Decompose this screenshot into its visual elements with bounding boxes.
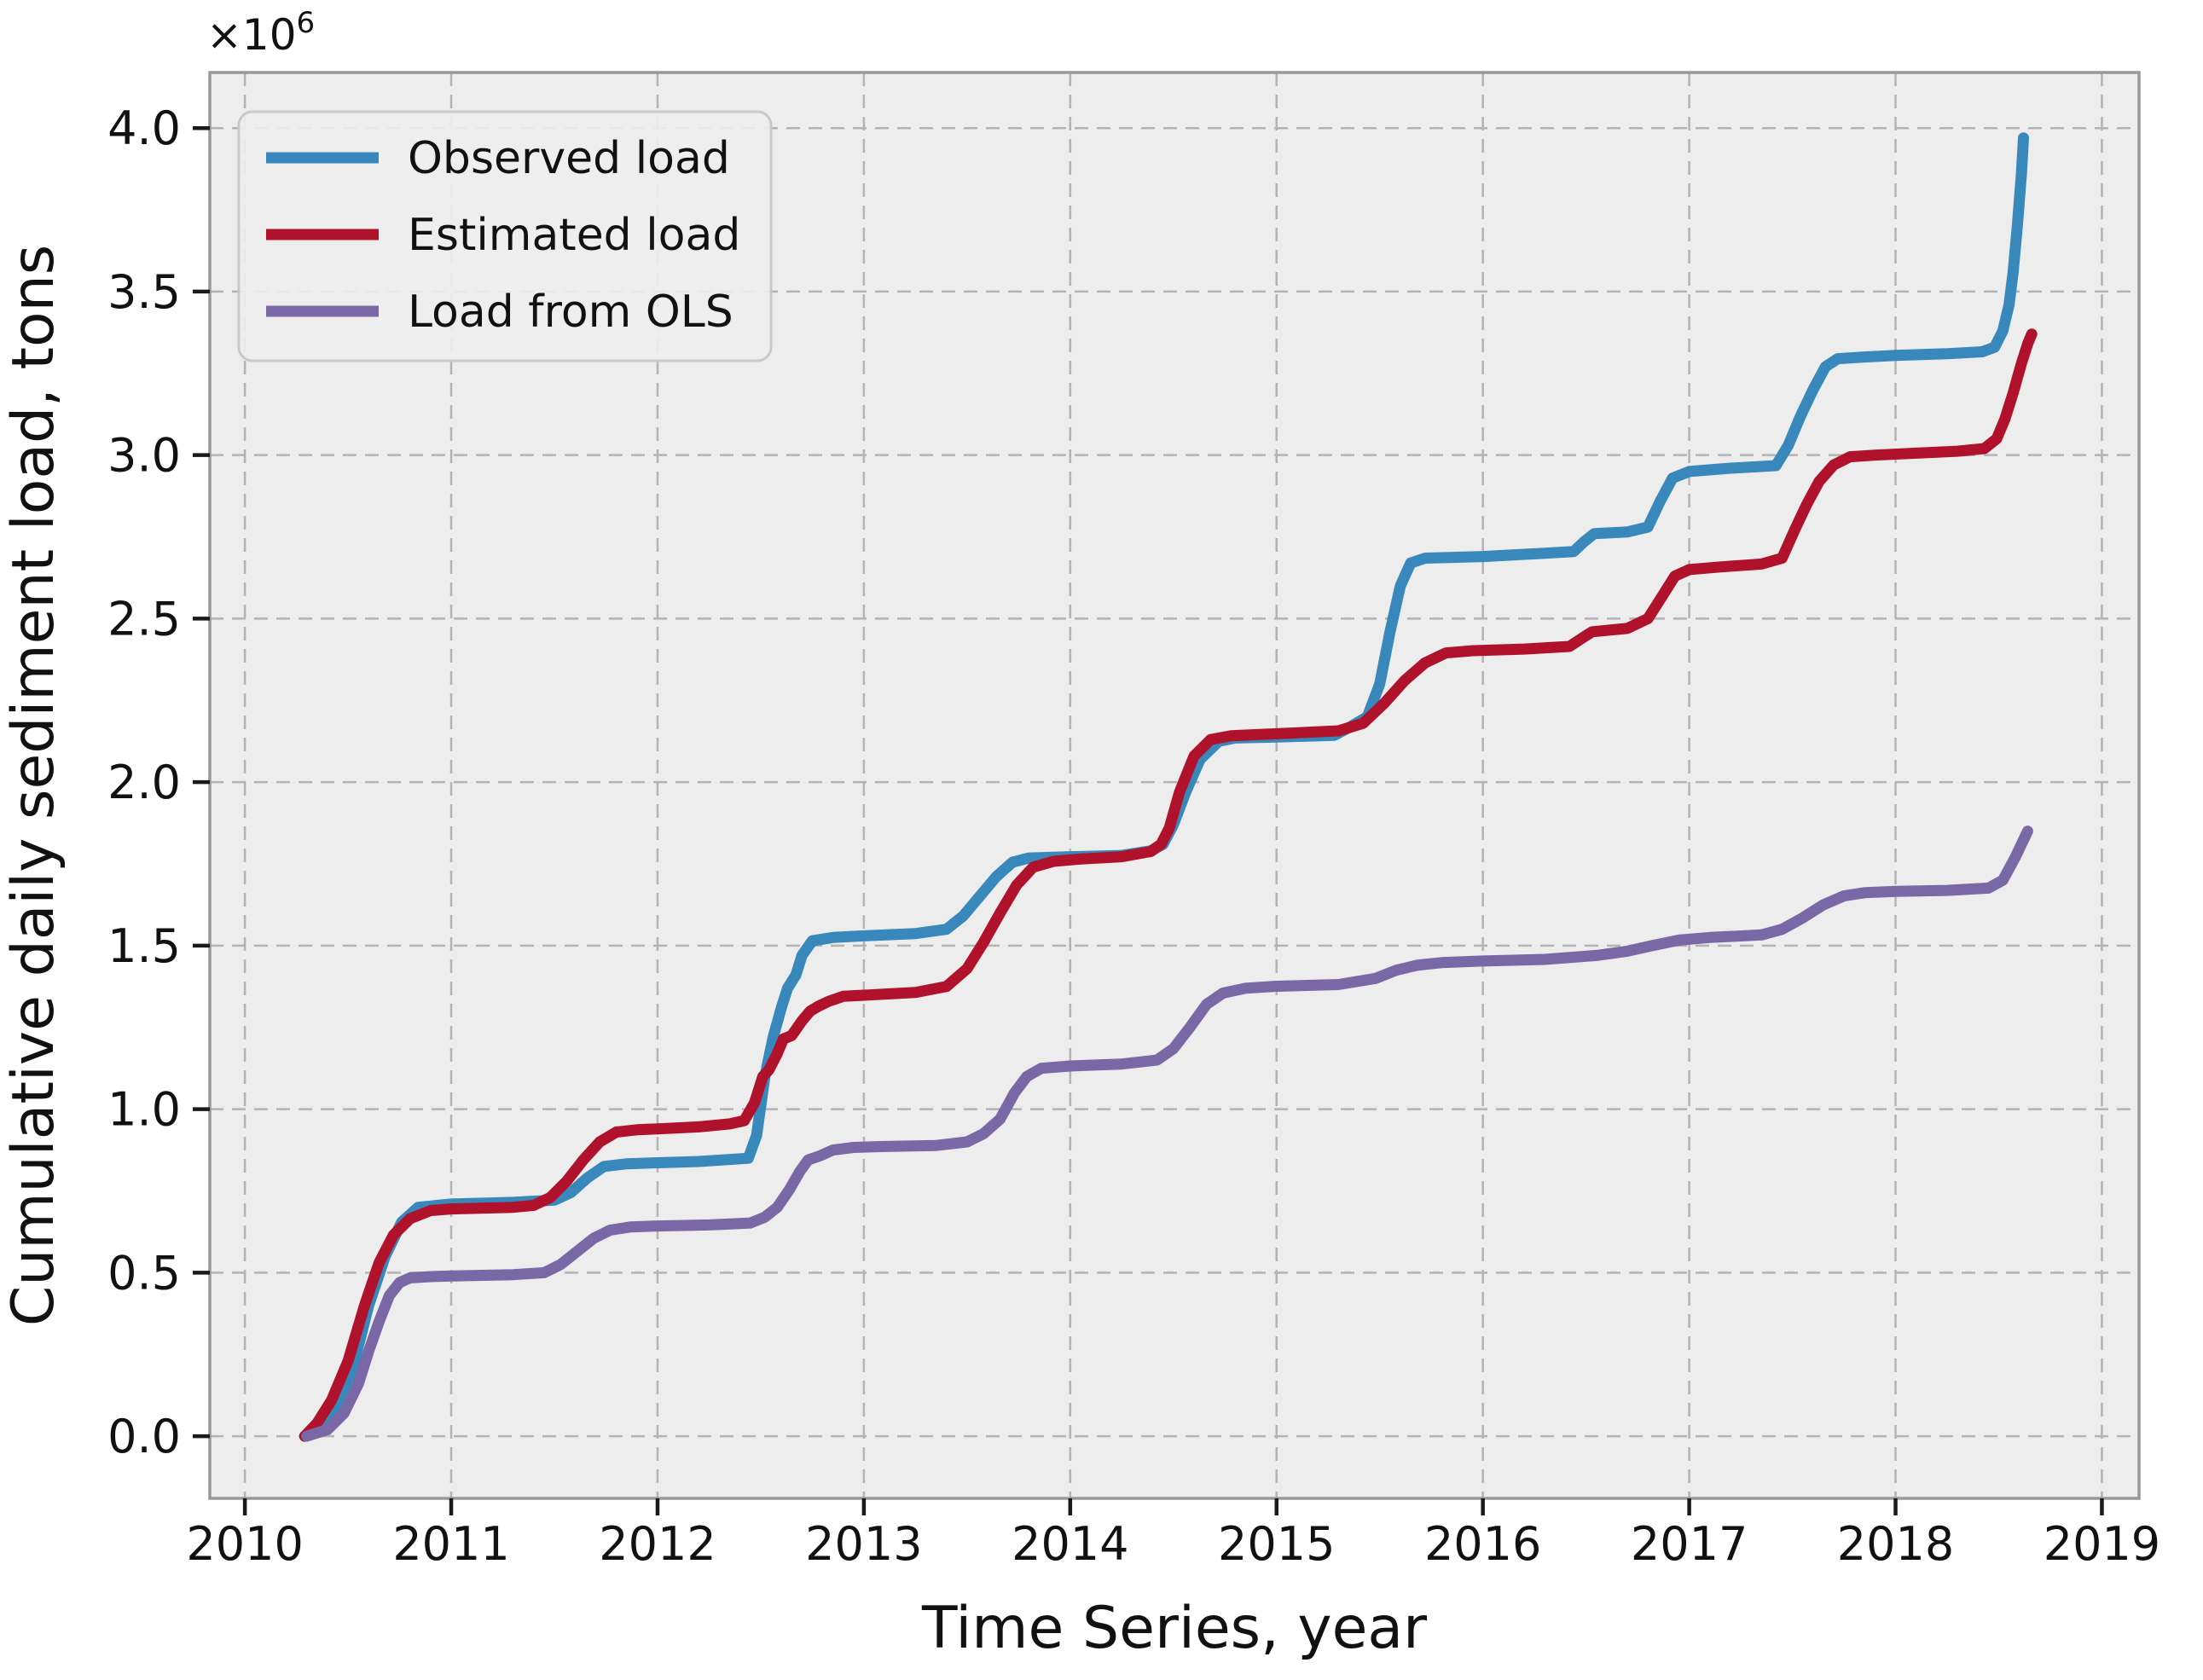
y-tick-label: 4.0 xyxy=(107,101,181,155)
y-tick-label: 0.0 xyxy=(107,1410,181,1463)
legend-box xyxy=(237,110,773,362)
y-tick-label: 1.5 xyxy=(107,919,181,973)
series-line-observed xyxy=(299,132,2029,1442)
y-tick-label: 0.5 xyxy=(107,1246,181,1300)
x-tick-labels: 2010 2011 2012 2013 2014 2015 2016 2017 2018 2019 xyxy=(186,1517,2160,1571)
x-tick-label: 2017 xyxy=(1631,1517,1748,1571)
y-axis-label: Cumulative daily sediment load, tons xyxy=(0,245,67,1326)
legend-label-ols: Load from OLS xyxy=(408,287,733,338)
y-tick-label: 3.0 xyxy=(107,429,181,483)
x-tick-label: 2011 xyxy=(392,1517,509,1571)
x-tick-label: 2016 xyxy=(1424,1517,1541,1571)
offset-base: ×10 xyxy=(206,10,297,60)
x-tick-label: 2012 xyxy=(599,1517,716,1571)
y-tick-label: 2.5 xyxy=(107,592,181,646)
y-tick-label: 1.0 xyxy=(107,1083,181,1137)
x-tick-label: 2015 xyxy=(1218,1517,1335,1571)
x-tick-label: 2018 xyxy=(1837,1517,1954,1571)
series-lines xyxy=(299,132,2038,1442)
x-tick-label: 2019 xyxy=(2044,1517,2160,1571)
legend: Observed load Estimated load Load from OLS xyxy=(237,110,773,362)
plot-frame xyxy=(208,71,2141,1500)
x-tick-label: 2013 xyxy=(805,1517,922,1571)
y-tick-labels: 0.0 0.5 1.0 1.5 2.0 2.5 3.0 3.5 4.0 xyxy=(107,101,181,1463)
x-tick-label: 2010 xyxy=(186,1517,303,1571)
offset-exponent: 6 xyxy=(297,6,316,40)
x-axis-label: Time Series, year xyxy=(921,1595,1427,1662)
legend-label-observed: Observed load xyxy=(408,133,730,184)
y-axis-offset-label: ×106 xyxy=(206,6,315,60)
y-tick-label: 2.0 xyxy=(107,756,181,809)
legend-label-estimated: Estimated load xyxy=(408,210,740,261)
y-tick-label: 3.5 xyxy=(107,265,181,319)
axis-ticks xyxy=(193,125,2104,1515)
series-line-ols xyxy=(301,826,2033,1442)
series-line-estimated xyxy=(299,328,2038,1442)
x-tick-label: 2014 xyxy=(1012,1517,1128,1571)
